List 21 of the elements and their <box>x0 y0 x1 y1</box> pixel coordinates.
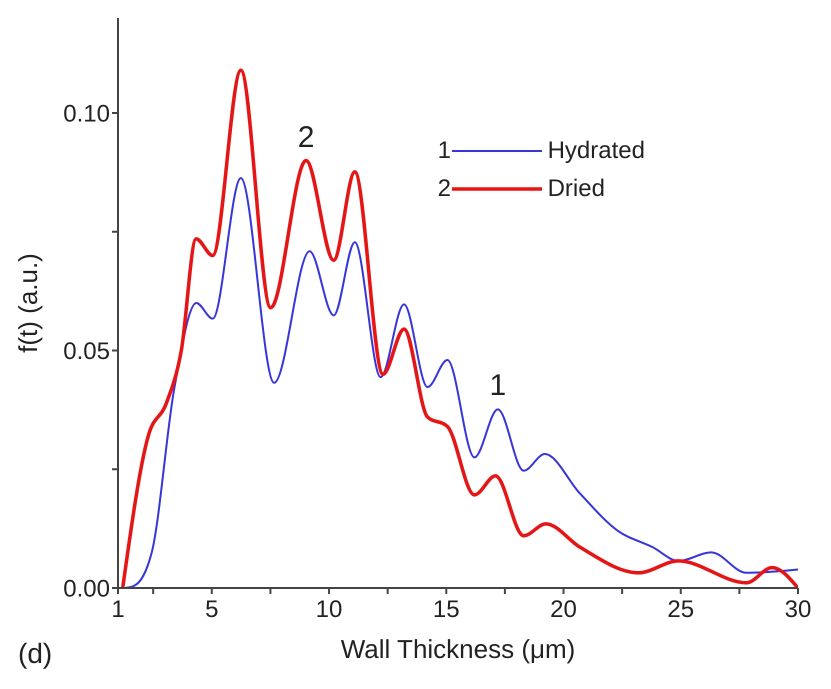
y-tick-label: 0.00 <box>63 576 110 603</box>
x-tick-label: 10 <box>316 596 342 624</box>
annotation: 1 <box>438 137 452 165</box>
y-axis-title: f(t) (a.u.) <box>13 253 44 353</box>
annotation: 2 <box>298 120 314 154</box>
annotation: 1 <box>490 369 506 402</box>
legend-label: Hydrated <box>548 137 645 165</box>
x-tick-label: 1 <box>111 596 125 624</box>
x-tick-label: 5 <box>205 596 218 624</box>
y-tick-label: 0.10 <box>63 100 110 128</box>
x-axis-title: Wall Thickness (μm) <box>340 634 576 664</box>
line-series <box>124 177 798 588</box>
legend-label: Dried <box>548 175 605 203</box>
x-tick-label: 25 <box>667 596 694 624</box>
annotation: 2 <box>438 175 452 203</box>
x-tick-label: 15 <box>432 596 460 624</box>
text: (d) <box>18 638 52 670</box>
y-tick-label: 0.05 <box>63 338 110 366</box>
x-tick-label: 30 <box>784 596 812 624</box>
x-tick-label: 20 <box>550 596 577 624</box>
line-series <box>120 68 798 588</box>
